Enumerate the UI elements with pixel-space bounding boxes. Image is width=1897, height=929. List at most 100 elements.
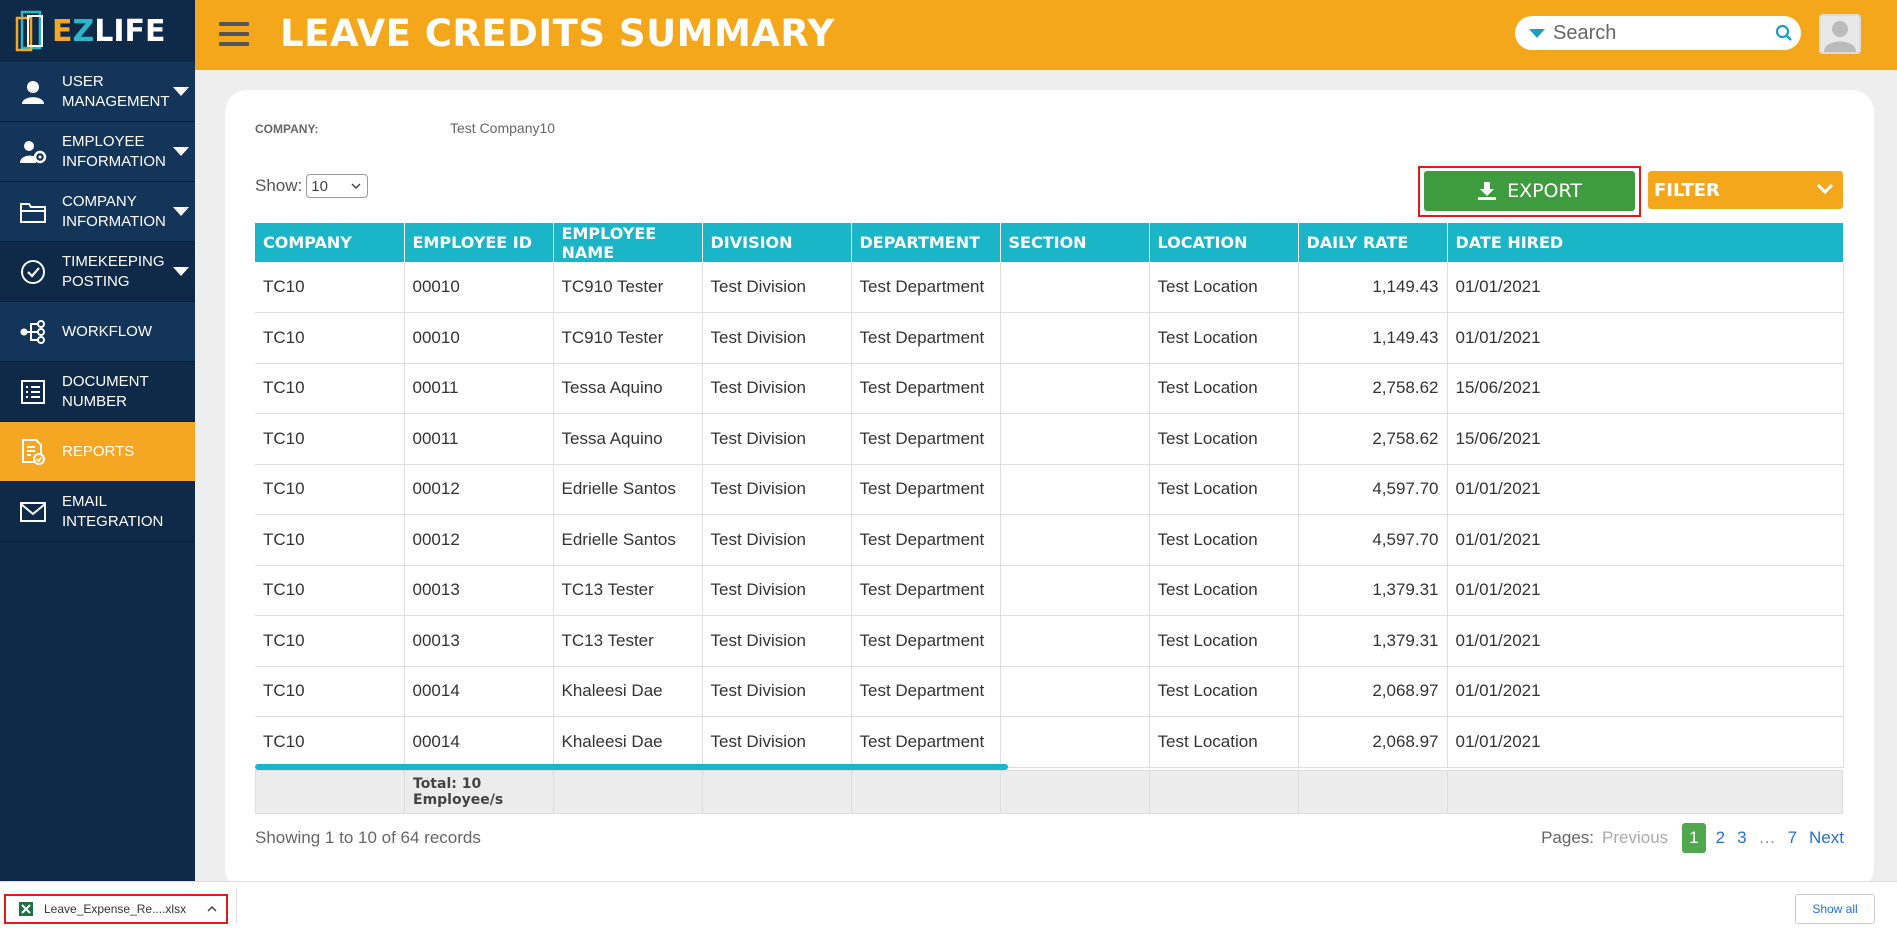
column-header[interactable]: Date Hired: [1447, 223, 1844, 262]
department-cell: Test Department: [851, 363, 1001, 414]
sidebar-item-employee-information[interactable]: Employee Information: [0, 122, 195, 182]
daily-rate-cell: 4,597.70: [1298, 514, 1448, 566]
leave-credits-table: Company Employee ID Employee Name Division D…: [255, 223, 1844, 768]
department-cell: Test Department: [851, 666, 1001, 717]
column-header[interactable]: Location: [1149, 223, 1299, 262]
department-cell: Test Department: [851, 565, 1001, 616]
table-row[interactable]: TC10 00011 Tessa Aquino Test Division Test D…: [255, 413, 1844, 465]
downloaded-file-item[interactable]: Leave_Expense_Re....xlsx: [4, 894, 228, 924]
date-hired-cell: 15/06/2021: [1447, 413, 1844, 465]
next-page-button[interactable]: Next: [1809, 828, 1844, 847]
ezlife-logo-icon: [15, 10, 43, 52]
column-header[interactable]: Department: [851, 223, 1001, 262]
sidebar-item-timekeeping-posting[interactable]: Timekeeping Posting: [0, 242, 195, 302]
sidebar-item-user-management[interactable]: User Management: [0, 62, 195, 122]
column-header[interactable]: Section: [1000, 223, 1150, 262]
company-cell: TC10: [255, 615, 405, 667]
section-cell: [1000, 464, 1150, 515]
location-cell: Test Location: [1149, 514, 1299, 566]
page-7-button[interactable]: 7: [1787, 828, 1798, 847]
section-cell: [1000, 262, 1150, 313]
show-all-downloads-button[interactable]: Show all: [1795, 894, 1875, 924]
page-title: LEAVE CREDITS SUMMARY: [280, 12, 835, 55]
employee-name-cell: Edrielle Santos: [553, 464, 703, 515]
employee-name-cell: TC13 Tester: [553, 615, 703, 667]
total-employees: Total: 10 Employee/s: [405, 771, 554, 813]
company-value: Test Company10: [450, 120, 556, 136]
daily-rate-cell: 1,379.31: [1298, 615, 1448, 667]
search-icon[interactable]: [1775, 24, 1793, 42]
download-bar: Leave_Expense_Re....xlsx Show all: [0, 881, 1897, 929]
export-button[interactable]: EXPORT: [1424, 171, 1635, 211]
employee-id-cell: 00012: [404, 514, 554, 566]
sidebar-item-email-integration[interactable]: Email Integration: [0, 482, 195, 542]
location-cell: Test Location: [1149, 262, 1299, 313]
column-header[interactable]: Division: [702, 223, 852, 262]
export-highlight: [1418, 166, 1641, 217]
logo-text: EZLIFE: [52, 13, 166, 49]
search-box[interactable]: [1515, 16, 1801, 50]
column-header[interactable]: Employee Name: [553, 223, 703, 262]
table-row[interactable]: TC10 00011 Tessa Aquino Test Division Test D…: [255, 363, 1844, 414]
sidebar-item-reports[interactable]: Reports: [0, 422, 195, 482]
search-dropdown-icon[interactable]: [1529, 28, 1545, 38]
avatar[interactable]: [1819, 14, 1861, 54]
date-hired-cell: 01/01/2021: [1447, 565, 1844, 616]
table-row[interactable]: TC10 00014 Khaleesi Dae Test Division Test D…: [255, 716, 1844, 768]
daily-rate-cell: 2,758.62: [1298, 413, 1448, 465]
employee-name-cell: Khaleesi Dae: [553, 716, 703, 768]
table-row[interactable]: TC10 00010 TC910 Tester Test Division Test D…: [255, 262, 1844, 313]
employee-name-cell: Tessa Aquino: [553, 413, 703, 465]
employee-name-cell: Tessa Aquino: [553, 363, 703, 414]
date-hired-cell: 01/01/2021: [1447, 464, 1844, 515]
employee-id-cell: 00014: [404, 716, 554, 768]
table-row[interactable]: TC10 00013 TC13 Tester Test Division Test De…: [255, 565, 1844, 616]
data-table-wrapper: Company Employee ID Employee Name Division D…: [255, 223, 1844, 814]
table-footer-row: Total: 10 Employee/s: [255, 770, 1843, 814]
company-cell: TC10: [255, 413, 405, 465]
menu-icon[interactable]: [219, 22, 249, 46]
division-cell: Test Division: [702, 514, 852, 566]
employee-id-cell: 00012: [404, 464, 554, 515]
show-entries-select[interactable]: 10: [306, 174, 369, 198]
company-label: COMPANY:: [255, 122, 319, 136]
chevron-down-icon: [173, 267, 189, 276]
section-cell: [1000, 514, 1150, 566]
department-cell: Test Department: [851, 262, 1001, 313]
company-cell: TC10: [255, 514, 405, 566]
department-cell: Test Department: [851, 514, 1001, 566]
chevron-up-icon[interactable]: [206, 904, 218, 914]
employee-name-cell: Khaleesi Dae: [553, 666, 703, 717]
search-input[interactable]: [1553, 21, 1773, 45]
table-row[interactable]: TC10 00012 Edrielle Santos Test Division Tes…: [255, 514, 1844, 566]
footer-cell: [1299, 771, 1448, 813]
employee-id-cell: 00010: [404, 262, 554, 313]
column-header[interactable]: Company: [255, 223, 405, 262]
export-label: EXPORT: [1507, 180, 1582, 202]
page-3-button[interactable]: 3: [1737, 828, 1747, 847]
table-row[interactable]: TC10 00012 Edrielle Santos Test Division Tes…: [255, 464, 1844, 515]
location-cell: Test Location: [1149, 615, 1299, 667]
sidebar-item-workflow[interactable]: Workflow: [0, 302, 195, 362]
date-hired-cell: 01/01/2021: [1447, 312, 1844, 364]
page-2-button[interactable]: 2: [1715, 828, 1726, 847]
table-row[interactable]: TC10 00010 TC910 Tester Test Division Test D…: [255, 312, 1844, 364]
employee-name-cell: TC910 Tester: [553, 312, 703, 364]
column-header[interactable]: Employee ID: [404, 223, 554, 262]
department-cell: Test Department: [851, 464, 1001, 515]
page-1-button[interactable]: 1: [1682, 823, 1706, 853]
show-label: Show:: [255, 176, 303, 195]
horizontal-scrollbar[interactable]: [255, 764, 1008, 770]
sidebar-item-document-number[interactable]: Document Number: [0, 362, 195, 422]
column-header[interactable]: Daily Rate: [1298, 223, 1448, 262]
chevron-down-icon: [1816, 183, 1834, 195]
previous-page-button[interactable]: Previous: [1602, 828, 1669, 847]
section-cell: [1000, 666, 1150, 717]
app-logo[interactable]: EZLIFE: [0, 0, 195, 62]
filter-button[interactable]: FILTER: [1648, 171, 1843, 209]
pagination: Pages: Previous 1 2 3 … 7 Next: [1541, 823, 1844, 853]
download-icon: [1478, 182, 1497, 200]
sidebar-item-company-information[interactable]: Company Information: [0, 182, 195, 242]
table-row[interactable]: TC10 00013 TC13 Tester Test Division Test De…: [255, 615, 1844, 667]
table-row[interactable]: TC10 00014 Khaleesi Dae Test Division Test D…: [255, 666, 1844, 717]
